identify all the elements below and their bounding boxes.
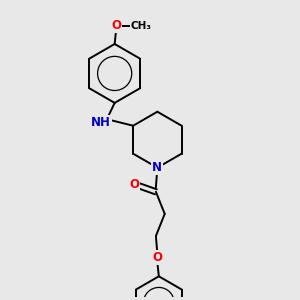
Text: N: N — [152, 161, 162, 174]
Text: O: O — [111, 19, 121, 32]
Text: NH: NH — [91, 116, 111, 129]
Text: O: O — [152, 251, 162, 264]
Text: CH₃: CH₃ — [131, 21, 152, 31]
Text: O: O — [129, 178, 139, 191]
